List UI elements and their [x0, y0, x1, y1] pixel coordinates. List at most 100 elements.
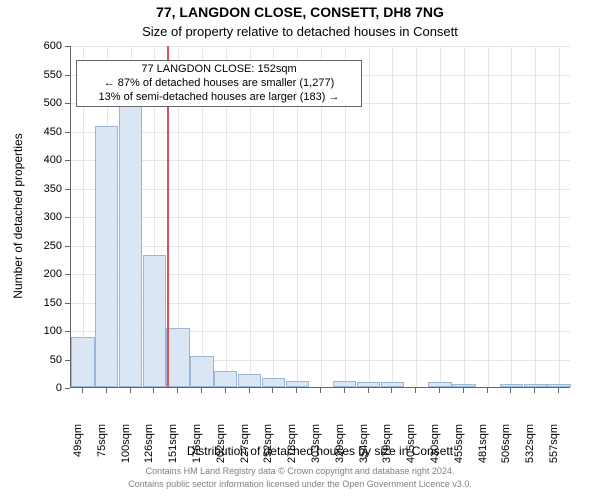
xtick-label: 151sqm: [167, 424, 179, 470]
ytick-label: 550: [30, 69, 62, 81]
ytick-label: 150: [30, 297, 62, 309]
xtick-label: 100sqm: [120, 424, 132, 470]
xtick-mark: [415, 388, 416, 393]
ytick-mark: [65, 217, 70, 218]
grid-v: [488, 46, 489, 387]
grid-v: [416, 46, 417, 387]
xtick-label: 481sqm: [477, 424, 489, 470]
histogram-bar: [119, 100, 142, 387]
histogram-bar: [95, 126, 118, 387]
ytick-mark: [65, 331, 70, 332]
xtick-mark: [344, 388, 345, 393]
histogram-bar: [452, 384, 475, 387]
grid-v: [559, 46, 560, 387]
xtick-mark: [487, 388, 488, 393]
xtick-label: 75sqm: [96, 424, 108, 470]
ytick-mark: [65, 75, 70, 76]
xtick-mark: [391, 388, 392, 393]
xtick-mark: [320, 388, 321, 393]
chart-title-address: 77, LANGDON CLOSE, CONSETT, DH8 7NG: [0, 4, 600, 20]
ytick-label: 300: [30, 211, 62, 223]
xtick-label: 455sqm: [453, 424, 465, 470]
ytick-label: 500: [30, 97, 62, 109]
grid-v: [440, 46, 441, 387]
xtick-mark: [368, 388, 369, 393]
xtick-label: 557sqm: [548, 424, 560, 470]
grid-v: [369, 46, 370, 387]
xtick-label: 430sqm: [429, 424, 441, 470]
chart-subtitle: Size of property relative to detached ho…: [0, 24, 600, 39]
ytick-mark: [65, 388, 70, 389]
histogram-bar: [381, 382, 404, 387]
xtick-label: 532sqm: [524, 424, 536, 470]
annotation-line: 13% of semi-detached houses are larger (…: [83, 91, 355, 105]
xtick-mark: [510, 388, 511, 393]
xtick-label: 506sqm: [500, 424, 512, 470]
xtick-label: 405sqm: [405, 424, 417, 470]
xtick-label: 278sqm: [286, 424, 298, 470]
xtick-mark: [249, 388, 250, 393]
annotation-line: ← 87% of detached houses are smaller (1,…: [83, 77, 355, 91]
xtick-mark: [225, 388, 226, 393]
histogram-bar: [333, 381, 356, 387]
xtick-mark: [130, 388, 131, 393]
annotation-box: 77 LANGDON CLOSE: 152sqm← 87% of detache…: [76, 60, 362, 107]
histogram-bar: [428, 382, 451, 387]
xtick-mark: [106, 388, 107, 393]
xtick-label: 176sqm: [191, 424, 203, 470]
ytick-mark: [65, 303, 70, 304]
ytick-mark: [65, 246, 70, 247]
ytick-mark: [65, 274, 70, 275]
histogram-bar: [143, 255, 166, 387]
histogram-bar: [547, 384, 570, 387]
ytick-mark: [65, 189, 70, 190]
xtick-mark: [177, 388, 178, 393]
xtick-label: 252sqm: [262, 424, 274, 470]
ytick-label: 50: [30, 354, 62, 366]
grid-v: [464, 46, 465, 387]
xtick-label: 227sqm: [239, 424, 251, 470]
xtick-mark: [82, 388, 83, 393]
histogram-bar: [190, 356, 213, 387]
ytick-label: 400: [30, 154, 62, 166]
histogram-bar: [524, 384, 547, 387]
ytick-label: 250: [30, 240, 62, 252]
xtick-label: 49sqm: [72, 424, 84, 470]
xtick-label: 202sqm: [215, 424, 227, 470]
xtick-label: 354sqm: [358, 424, 370, 470]
ytick-mark: [65, 103, 70, 104]
xtick-mark: [296, 388, 297, 393]
ytick-label: 600: [30, 40, 62, 52]
grid-v: [511, 46, 512, 387]
histogram-bar: [166, 328, 189, 387]
ytick-label: 100: [30, 325, 62, 337]
ytick-mark: [65, 160, 70, 161]
histogram-bar: [214, 371, 237, 387]
ytick-label: 450: [30, 126, 62, 138]
xtick-mark: [153, 388, 154, 393]
xtick-mark: [439, 388, 440, 393]
grid-v: [392, 46, 393, 387]
ytick-mark: [65, 46, 70, 47]
histogram-bar: [500, 384, 523, 387]
xtick-label: 303sqm: [310, 424, 322, 470]
grid-v: [535, 46, 536, 387]
histogram-bar: [238, 374, 261, 387]
ytick-mark: [65, 360, 70, 361]
xtick-mark: [201, 388, 202, 393]
xtick-mark: [534, 388, 535, 393]
footer-line-2: Contains public sector information licen…: [0, 479, 600, 489]
xtick-mark: [463, 388, 464, 393]
chart-container: 77, LANGDON CLOSE, CONSETT, DH8 7NG Size…: [0, 0, 600, 500]
histogram-bar: [286, 381, 309, 387]
xtick-label: 329sqm: [334, 424, 346, 470]
xtick-label: 379sqm: [381, 424, 393, 470]
histogram-bar: [357, 382, 380, 387]
ytick-mark: [65, 132, 70, 133]
y-axis-label: Number of detached properties: [11, 45, 25, 387]
annotation-line: 77 LANGDON CLOSE: 152sqm: [83, 63, 355, 77]
histogram-bar: [262, 378, 285, 387]
ytick-label: 350: [30, 183, 62, 195]
xtick-mark: [272, 388, 273, 393]
histogram-bar: [71, 337, 94, 387]
